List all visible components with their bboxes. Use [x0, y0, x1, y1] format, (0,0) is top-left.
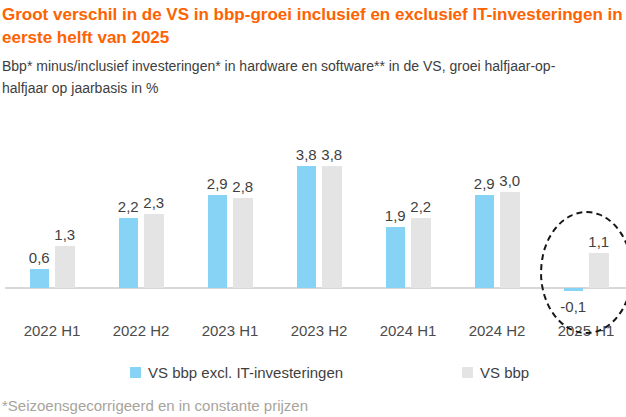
legend-item-vs-bbp: VS bbp	[462, 362, 529, 382]
legend: VS bbp excl. IT-investeringen VS bbp	[0, 362, 626, 382]
x-axis-label-2022-h2: 2022 H2	[96, 322, 186, 340]
highlight-ellipse-2025-h1	[540, 211, 626, 334]
bar-bbp-2024-h1	[411, 218, 431, 288]
x-axis-label-2023-h1: 2023 H1	[185, 322, 275, 340]
bar-value-label: 2,2	[399, 198, 443, 216]
bar-bbp-2023-h2	[322, 166, 342, 288]
bar-excl-it-2023-h2	[297, 166, 317, 288]
bar-bbp-2023-h1	[233, 198, 253, 288]
footnote: *Seizoensgecorrigeerd en in constante pr…	[2, 397, 622, 414]
bar-value-label: 3,0	[488, 172, 532, 190]
legend-item-excl-it: VS bbp excl. IT-investeringen	[130, 362, 343, 382]
bar-value-label: 2,8	[221, 178, 265, 196]
plot-area: 0,61,32022 H12,22,32022 H22,92,82023 H13…	[0, 0, 626, 417]
bar-bbp-2024-h2	[500, 192, 520, 288]
bar-value-label: 0,6	[17, 249, 61, 267]
legend-swatch-gray	[462, 367, 473, 378]
x-axis-label-2022-h1: 2022 H1	[7, 322, 97, 340]
bar-bbp-2022-h2	[144, 214, 164, 288]
bar-excl-it-2024-h1	[386, 227, 406, 288]
x-axis-label-2024-h2: 2024 H2	[452, 322, 542, 340]
bar-excl-it-2022-h1	[30, 269, 50, 288]
bar-value-label: 3,8	[310, 146, 354, 164]
bar-value-label: 2,3	[132, 194, 176, 212]
legend-label-excl-it: VS bbp excl. IT-investeringen	[148, 364, 343, 381]
bar-excl-it-2022-h2	[119, 218, 139, 288]
x-axis-label-2024-h1: 2024 H1	[363, 322, 453, 340]
bar-excl-it-2024-h2	[475, 195, 495, 288]
legend-label-vs-bbp: VS bbp	[480, 364, 529, 381]
bar-value-label: 1,3	[43, 226, 87, 244]
bar-excl-it-2023-h1	[208, 195, 228, 288]
legend-swatch-blue	[130, 367, 141, 378]
x-axis-label-2023-h2: 2023 H2	[274, 322, 364, 340]
chart-page: Groot verschil in de VS in bbp-groei inc…	[0, 0, 626, 417]
